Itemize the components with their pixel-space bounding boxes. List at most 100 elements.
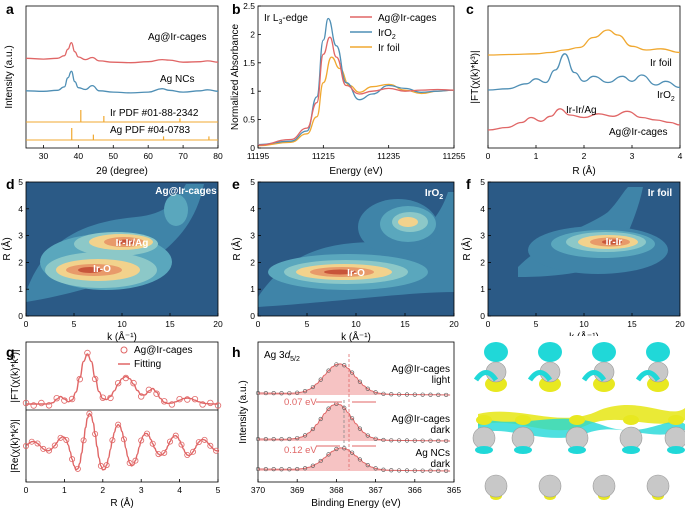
panel-label-c: c	[466, 1, 474, 17]
wt-contour-e	[324, 269, 356, 275]
xps-data-point	[397, 438, 402, 443]
data-point-re	[207, 442, 214, 449]
data-point-ft	[84, 349, 91, 357]
ft-ir-foil	[487, 29, 681, 56]
wt-title-d: Ag@Ir-cages	[155, 186, 217, 197]
xanes-ir-foil	[257, 56, 455, 147]
xps-data-point	[349, 450, 355, 455]
x-tick-label: 366	[408, 485, 422, 495]
data-point-re	[46, 447, 53, 454]
x-tick-label: 11215	[312, 151, 335, 161]
y-axis-label-g-top: |FT(χ(k)*k³)|	[10, 349, 21, 402]
xps-data-point	[404, 438, 410, 443]
y-ticks-d: 0 1 2 3 4 5	[18, 177, 29, 321]
xps-data-point	[420, 392, 425, 397]
ag-atom	[565, 426, 589, 450]
data-point-ft	[76, 375, 83, 383]
plot-frame-b	[257, 5, 455, 149]
x-tick-label: 40	[74, 151, 84, 161]
xps-data-point	[412, 392, 417, 397]
data-point-re	[109, 437, 116, 444]
wt-contour-f	[602, 239, 622, 245]
x-tick-label: 11255	[442, 151, 465, 161]
charge-lobe-top	[646, 342, 670, 362]
panel-b: b Ir L3-edge Ag@Ir-cages IrO2 Ir foil 11…	[230, 1, 466, 177]
charge-lobe-mid	[623, 415, 639, 425]
xps-data-point	[420, 438, 425, 443]
data-point-re	[120, 436, 127, 443]
y-axis-label-f: R (Å)	[460, 237, 473, 260]
y-axis-label-e: R (Å)	[230, 237, 243, 260]
data-point-ft	[199, 401, 206, 408]
xps-data-point	[381, 437, 386, 443]
plot-frame-g	[25, 341, 219, 483]
y-axis-label-b: Normalized Absorbance	[230, 23, 241, 130]
data-point-re	[28, 438, 35, 445]
x-tick-label: 5	[72, 319, 77, 329]
xps-data-point	[365, 433, 370, 438]
panel-a: a Ag@Ir-cages Ag NCs Ir PDF #01-88-2342 …	[4, 1, 223, 177]
xps-data-point	[357, 457, 363, 462]
wt-feature-ir-o-d: Ir-O	[93, 264, 111, 275]
y-axis-label-h: Intensity (a.u.)	[238, 380, 249, 443]
x-tick-label: 368	[329, 485, 343, 495]
charge-lobe-mid	[515, 415, 531, 425]
x-ticks-d: 0 5 10 15 20	[24, 313, 223, 329]
data-point-re	[74, 465, 81, 472]
y-tick-label: 4	[250, 204, 255, 214]
xps-data-point	[420, 468, 425, 473]
legend-fitting: Fitting	[134, 359, 161, 370]
data-point-re	[63, 436, 70, 443]
xps-data-point	[302, 389, 308, 394]
y-tick-label: 2	[480, 257, 485, 267]
legend-iro2-b: IrO2	[378, 28, 396, 41]
charge-lobe-mid	[569, 415, 585, 425]
chart-title-h: Ag 3d5/2	[264, 350, 300, 363]
xps-data-point	[397, 468, 402, 473]
charge-lobe-below	[667, 446, 685, 454]
xps-data-point	[326, 452, 331, 457]
legend-ag-ir-cages-g: Ag@Ir-cages	[134, 345, 193, 356]
x-tick-label: 10	[579, 319, 589, 329]
wt-feature-ir-o-e: Ir-O	[347, 268, 365, 279]
y-tick-label: 5	[250, 177, 255, 187]
data-point-re	[178, 441, 185, 448]
y-tick-label: 0	[250, 311, 255, 321]
x-tick-label: 5	[534, 319, 539, 329]
label-light-1: Ag@Ir-cages	[391, 364, 450, 375]
data-point-re	[132, 457, 139, 464]
xps-data-point	[397, 392, 402, 397]
data-point-re	[69, 456, 76, 463]
charge-lobe-top	[538, 342, 562, 362]
xps-data-point	[287, 436, 292, 442]
label-iro2-c: IrO2	[657, 90, 675, 103]
x-tick-label: 30	[39, 151, 49, 161]
xps-data-point	[404, 392, 410, 397]
xps-data-point	[412, 438, 417, 443]
wt-title-e: IrO2	[425, 188, 443, 201]
data-point-re	[184, 451, 191, 458]
x-tick-label: 10	[117, 319, 127, 329]
ag-atom	[484, 474, 508, 498]
label-ir-foil-c: Ir foil	[650, 58, 672, 69]
charge-bridge	[635, 370, 661, 382]
xps-data-point	[342, 446, 347, 451]
data-point-re	[149, 440, 156, 447]
plot-frame-a	[25, 5, 219, 149]
data-point-re	[143, 430, 150, 437]
wt-contour-d	[117, 239, 135, 245]
xps-data-point	[412, 468, 417, 473]
panel-d: d Ag@Ir-cages Ir-Ir/Ag Ir-O 0 5 10 15 20 0 1 2…	[0, 176, 223, 343]
label-ncs-2: dark	[431, 459, 451, 470]
data-point-re	[161, 449, 168, 456]
xps-data-point	[255, 466, 261, 472]
label-dark-2: dark	[431, 425, 451, 436]
x-tick-label: 15	[165, 319, 175, 329]
wt-map-d: Ag@Ir-cages Ir-Ir/Ag Ir-O	[26, 182, 218, 316]
xanes-iro2	[257, 17, 455, 146]
data-point-re	[201, 436, 208, 443]
xrd-series-ag-ir-cages	[25, 42, 219, 64]
xps-data-point	[444, 468, 449, 474]
x-tick-label: 15	[627, 319, 637, 329]
y-tick-label: 3	[18, 231, 23, 241]
